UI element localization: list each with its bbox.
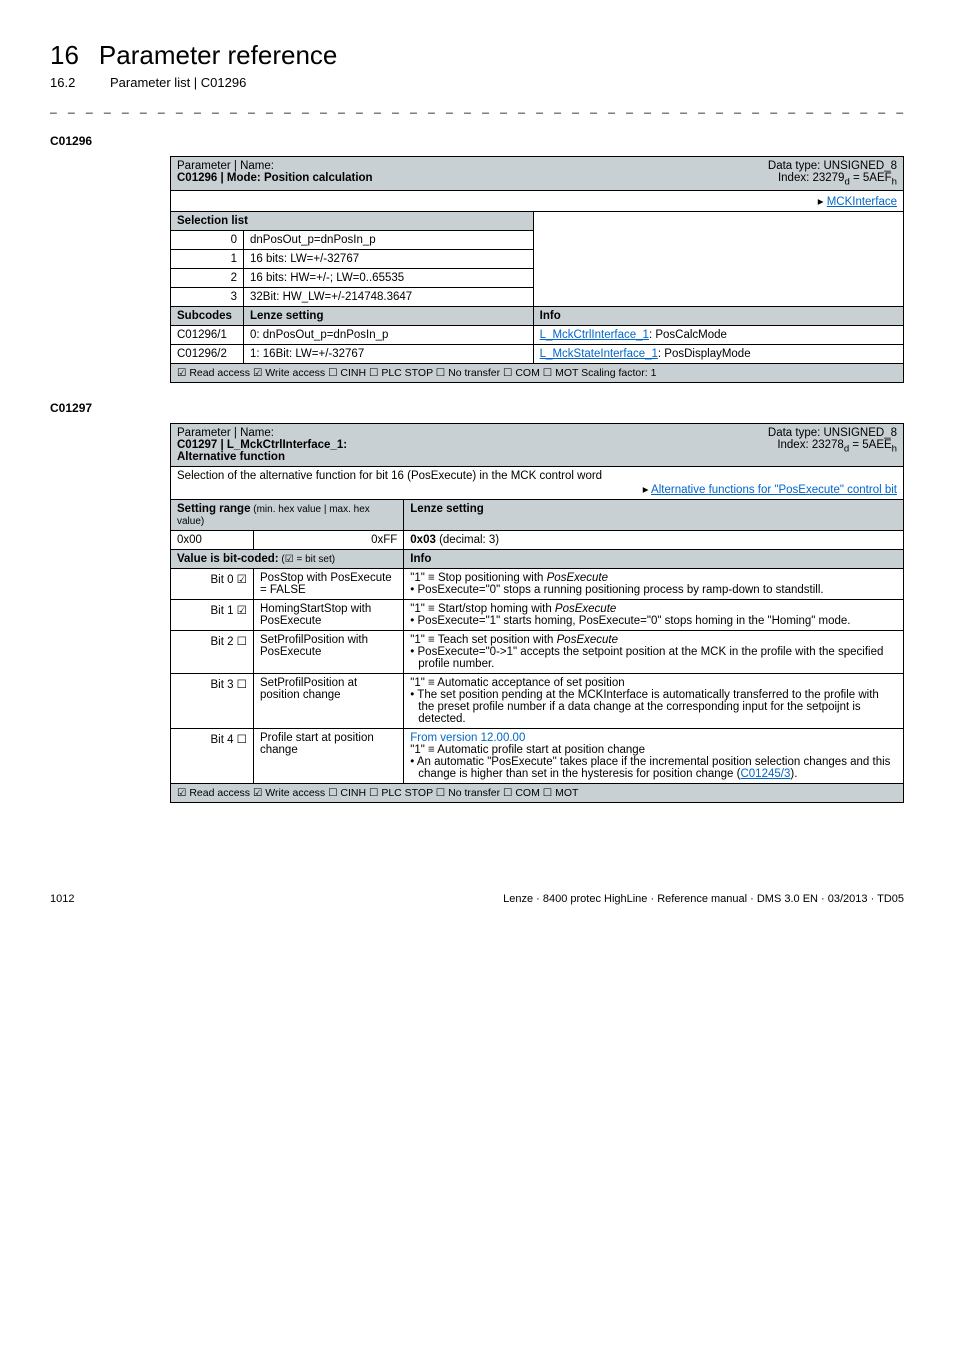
bit-info: "1" ≡ Start/stop homing with PosExecute … [404, 600, 904, 631]
access-row: ☑ Read access ☑ Write access ☐ CINH ☐ PL… [171, 784, 904, 803]
bit-info: "1" ≡ Automatic acceptance of set positi… [404, 674, 904, 729]
mckinterface-link[interactable]: MCKInterface [827, 196, 897, 208]
range-min: 0x00 [171, 531, 254, 550]
subcode-link[interactable]: L_MckCtrlInterface_1 [540, 329, 649, 341]
bit-name: SetProfilPosition at position change [254, 674, 404, 729]
subcode-row: C01296/2 1: 16Bit: LW=+/-32767 L_MckStat… [171, 345, 904, 364]
bit-info: "1" ≡ Teach set position with PosExecute… [404, 631, 904, 674]
chapter-line: 16 Parameter reference [50, 40, 904, 71]
page-footer: 1012 Lenze · 8400 protec HighLine · Refe… [50, 893, 904, 905]
section-line: 16.2 Parameter list | C01296 [50, 75, 904, 90]
selection-text: 16 bits: HW=+/-; LW=0..65535 [244, 269, 534, 288]
chapter-number: 16 [50, 40, 79, 71]
mck-link-row: ▸ MCKInterface [171, 191, 904, 212]
from-version-text: From version 12.00.00 [410, 732, 525, 744]
bit-label: Bit 4 ☐ [171, 729, 254, 784]
subcode-info: L_MckStateInterface_1: PosDisplayMode [533, 345, 903, 364]
param-title: C01297 | L_MckCtrlInterface_1: Alternati… [177, 439, 347, 463]
section-title: Parameter list | C01296 [110, 75, 246, 90]
selection-text: dnPosOut_p=dnPosIn_p [244, 231, 534, 250]
datatype-line1: Data type: UNSIGNED_8 [768, 160, 897, 172]
param-title: C01296 | Mode: Position calculation [177, 172, 373, 184]
bit-row: Bit 0 ☑ PosStop with PosExecute = FALSE … [171, 569, 904, 600]
datatype-line2: Index: 23278d = 5AEEh [777, 439, 897, 451]
subcodes-header: Subcodes [171, 307, 244, 326]
selection-num: 3 [171, 288, 244, 307]
bit-info: "1" ≡ Stop positioning with PosExecute •… [404, 569, 904, 600]
triangle-icon: ▸ [643, 484, 651, 496]
param-name-cell: Parameter | Name: C01297 | L_MckCtrlInte… [171, 424, 404, 467]
lenze-header: Lenze setting [404, 500, 904, 531]
separator-line: _ _ _ _ _ _ _ _ _ _ _ _ _ _ _ _ _ _ _ _ … [50, 100, 904, 114]
bit-info: From version 12.00.00 "1" ≡ Automatic pr… [404, 729, 904, 784]
selection-num: 2 [171, 269, 244, 288]
bit-row: Bit 4 ☐ Profile start at position change… [171, 729, 904, 784]
table-c01297: Parameter | Name: C01297 | L_MckCtrlInte… [170, 423, 904, 803]
selection-num: 0 [171, 231, 244, 250]
datatype-cell: Data type: UNSIGNED_8 Index: 23279d = 5A… [533, 157, 903, 191]
setting-value: 0x03 (decimal: 3) [404, 531, 904, 550]
section-number: 16.2 [50, 75, 90, 90]
setting-range-header: Setting range (min. hex value | max. hex… [171, 500, 404, 531]
bit-label: Bit 1 ☑ [171, 600, 254, 631]
description-text: Selection of the alternative function fo… [177, 470, 602, 482]
subcode-setting: 0: dnPosOut_p=dnPosIn_p [244, 326, 534, 345]
selection-text: 16 bits: LW=+/-32767 [244, 250, 534, 269]
lenze-header: Lenze setting [244, 307, 534, 326]
page-number: 1012 [50, 893, 74, 905]
param-id-c01296: C01296 [50, 134, 904, 148]
param-name-cell: Parameter | Name: C01296 | Mode: Positio… [171, 157, 534, 191]
description-row: Selection of the alternative function fo… [171, 467, 904, 500]
triangle-icon: ▸ [818, 196, 827, 208]
bit-label: Bit 0 ☑ [171, 569, 254, 600]
subcode-row: C01296/1 0: dnPosOut_p=dnPosIn_p L_MckCt… [171, 326, 904, 345]
bit-row: Bit 1 ☑ HomingStartStop with PosExecute … [171, 600, 904, 631]
bit-row: Bit 2 ☐ SetProfilPosition with PosExecut… [171, 631, 904, 674]
table-c01296: Parameter | Name: C01296 | Mode: Positio… [170, 156, 904, 383]
access-row: ☑ Read access ☑ Write access ☐ CINH ☐ PL… [171, 364, 904, 383]
info-header: Info [404, 550, 904, 569]
bit-name: PosStop with PosExecute = FALSE [254, 569, 404, 600]
param-name-label: Parameter | Name: [177, 160, 274, 172]
c01245-link[interactable]: C01245/3 [740, 768, 790, 780]
datatype-line2: Index: 23279d = 5AEFh [778, 172, 897, 184]
info-header: Info [533, 307, 903, 326]
bit-name: SetProfilPosition with PosExecute [254, 631, 404, 674]
bit-coded-header: Value is bit-coded: (☑ = bit set) [171, 550, 404, 569]
range-max: 0xFF [290, 531, 404, 550]
param-id-c01297: C01297 [50, 401, 904, 415]
bit-name: Profile start at position change [254, 729, 404, 784]
subcode-code: C01296/1 [171, 326, 244, 345]
empty-cell [254, 531, 291, 550]
subcode-setting: 1: 16Bit: LW=+/-32767 [244, 345, 534, 364]
selection-num: 1 [171, 250, 244, 269]
chapter-title: Parameter reference [99, 40, 337, 71]
bit-name: HomingStartStop with PosExecute [254, 600, 404, 631]
footer-text: Lenze · 8400 protec HighLine · Reference… [503, 893, 904, 905]
param-name-label: Parameter | Name: [177, 427, 274, 439]
empty-cell [533, 212, 903, 307]
alternative-link[interactable]: Alternative functions for "PosExecute" c… [651, 484, 897, 496]
bit-label: Bit 3 ☐ [171, 674, 254, 729]
selection-text: 32Bit: HW_LW=+/-214748.3647 [244, 288, 534, 307]
datatype-line1: Data type: UNSIGNED_8 [768, 427, 897, 439]
subcode-link[interactable]: L_MckStateInterface_1 [540, 348, 658, 360]
selection-list-header: Selection list [171, 212, 534, 231]
subcode-info: L_MckCtrlInterface_1: PosCalcMode [533, 326, 903, 345]
page-header: 16 Parameter reference 16.2 Parameter li… [50, 40, 904, 90]
subcode-code: C01296/2 [171, 345, 244, 364]
bit-label: Bit 2 ☐ [171, 631, 254, 674]
bit-row: Bit 3 ☐ SetProfilPosition at position ch… [171, 674, 904, 729]
datatype-cell: Data type: UNSIGNED_8 Index: 23278d = 5A… [404, 424, 904, 467]
